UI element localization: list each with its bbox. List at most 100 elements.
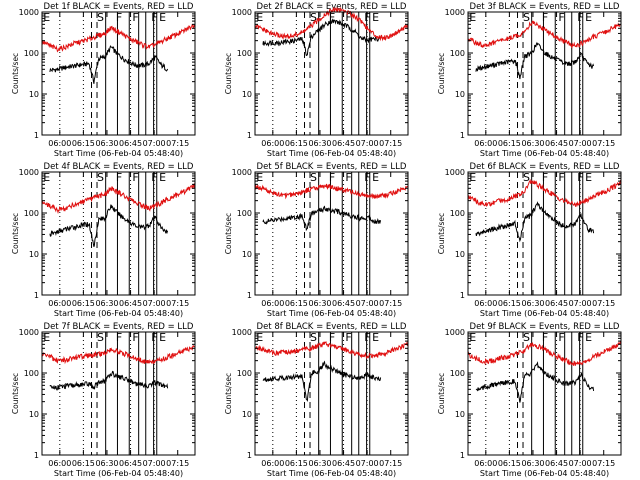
marker-letter: F — [558, 171, 564, 184]
marker-letter: F — [542, 171, 548, 184]
y-tick-label: 1 — [34, 131, 39, 140]
y-tick-label: 10 — [242, 250, 252, 259]
plot-frame — [41, 171, 196, 296]
marker-letter: F — [132, 171, 138, 184]
y-tick-label: 1 — [460, 131, 465, 140]
marker-letter: F — [116, 331, 122, 344]
y-axis-label: Counts/sec — [224, 213, 233, 254]
x-tick-label: 06:00 — [48, 139, 71, 148]
y-tick-label: 100 — [450, 369, 465, 378]
x-tick-label: 06:15 — [285, 139, 308, 148]
marker-letter: F — [364, 171, 370, 184]
marker-letter: S — [310, 11, 317, 24]
y-tick-label: 1 — [247, 291, 252, 300]
plot-frame — [254, 331, 409, 456]
y-tick-label: 100 — [450, 209, 465, 218]
x-tick-label: 06:30 — [308, 459, 331, 468]
x-tick-label: 07:00 — [356, 299, 379, 308]
y-tick-label: 1 — [460, 451, 465, 460]
x-axis-label: Start Time (06-Feb-04 05:48:40) — [54, 469, 183, 478]
y-tick-label: 1000 — [445, 8, 465, 17]
marker-letter: E — [256, 11, 263, 24]
marker-letter: E — [159, 331, 166, 344]
marker-letter: S — [97, 11, 104, 24]
marker-letter: F — [345, 11, 351, 24]
x-tick-label: 06:45 — [119, 139, 142, 148]
x-tick-label: 06:30 — [521, 459, 544, 468]
y-tick-label: 1 — [460, 291, 465, 300]
x-axis-label: Start Time (06-Feb-04 05:48:40) — [54, 149, 183, 158]
y-tick-label: 10 — [455, 410, 465, 419]
x-tick-label: 06:30 — [308, 299, 331, 308]
x-tick-label: 06:15 — [498, 299, 521, 308]
x-tick-label: 06:45 — [332, 459, 355, 468]
x-tick-label: 06:00 — [474, 459, 497, 468]
x-axis-label: Start Time (06-Feb-04 05:48:40) — [267, 309, 396, 318]
x-tick-label: 07:00 — [356, 459, 379, 468]
x-tick-label: 06:30 — [521, 299, 544, 308]
y-tick-label: 10 — [455, 90, 465, 99]
marker-letter: E — [43, 171, 50, 184]
x-tick-label: 06:15 — [72, 299, 95, 308]
x-tick-label: 06:30 — [95, 299, 118, 308]
y-axis-label: Counts/sec — [437, 373, 446, 414]
x-tick-label: 06:00 — [261, 459, 284, 468]
x-tick-label: 07:00 — [569, 459, 592, 468]
y-tick-label: 1 — [247, 451, 252, 460]
marker-letter: F — [329, 331, 335, 344]
y-tick-label: 100 — [237, 369, 252, 378]
plot-frame — [254, 171, 409, 296]
plot-frame — [254, 11, 409, 136]
marker-letter: F — [151, 331, 157, 344]
marker-letter: S — [523, 11, 530, 24]
x-tick-label: 07:15 — [592, 299, 615, 308]
y-tick-label: 10 — [242, 410, 252, 419]
y-tick-label: 10 — [29, 90, 39, 99]
marker-letter: E — [372, 11, 379, 24]
marker-letter: F — [577, 171, 583, 184]
y-tick-label: 10 — [455, 250, 465, 259]
x-tick-label: 06:45 — [119, 299, 142, 308]
plot-frame — [41, 11, 196, 136]
marker-letter: E — [585, 171, 592, 184]
y-axis-label: Counts/sec — [11, 53, 20, 94]
events-series-line — [262, 18, 382, 56]
marker-letter: F — [116, 11, 122, 24]
events-series-line — [262, 360, 382, 402]
marker-letter: S — [523, 331, 530, 344]
y-tick-label: 1000 — [232, 328, 252, 337]
x-tick-label: 06:30 — [95, 459, 118, 468]
x-tick-label: 07:00 — [143, 459, 166, 468]
panel-title: Det 4f BLACK = Events, RED = LLD — [44, 162, 194, 172]
marker-letter: E — [372, 171, 379, 184]
marker-letter: E — [585, 11, 592, 24]
y-tick-label: 1000 — [445, 168, 465, 177]
marker-letter: E — [43, 331, 50, 344]
x-tick-label: 07:15 — [379, 139, 402, 148]
plot-frame — [467, 11, 622, 136]
x-tick-label: 07:00 — [569, 139, 592, 148]
marker-letter: F — [558, 331, 564, 344]
y-tick-label: 100 — [237, 49, 252, 58]
x-tick-label: 06:00 — [48, 299, 71, 308]
x-tick-label: 06:00 — [474, 139, 497, 148]
marker-letter: F — [558, 11, 564, 24]
y-axis-label: Counts/sec — [11, 213, 20, 254]
y-tick-label: 1000 — [445, 328, 465, 337]
x-axis-label: Start Time (06-Feb-04 05:48:40) — [480, 149, 609, 158]
marker-letter: F — [542, 331, 548, 344]
plot-frame — [467, 331, 622, 456]
marker-letter: E — [469, 171, 476, 184]
x-axis-label: Start Time (06-Feb-04 05:48:40) — [480, 309, 609, 318]
